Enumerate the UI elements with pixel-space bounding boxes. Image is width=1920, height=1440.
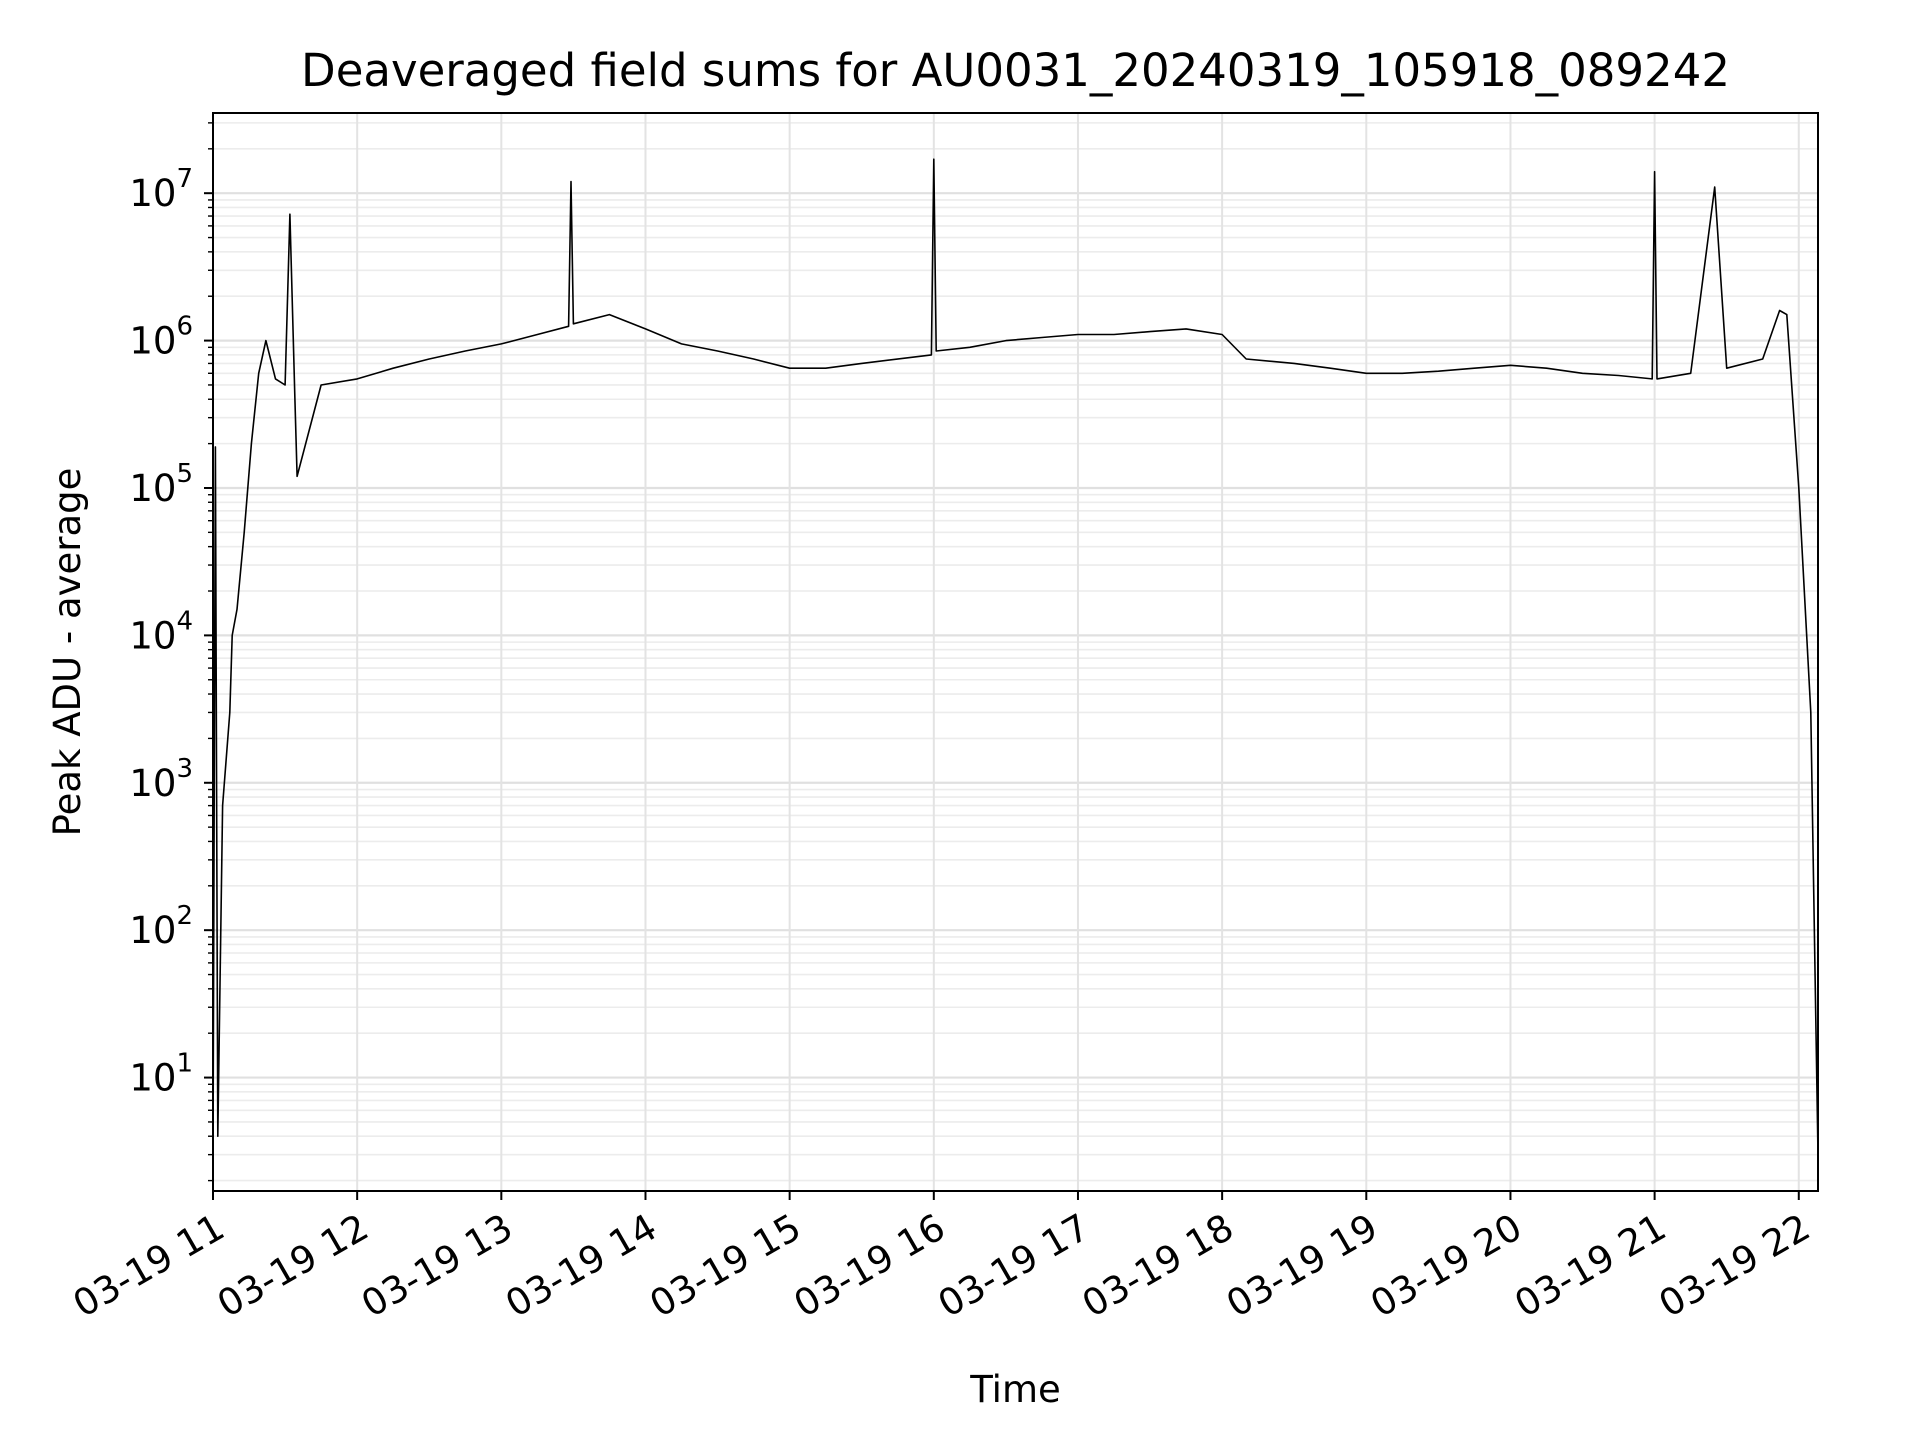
y-tick-label: 101 xyxy=(129,1049,193,1100)
y-tick-label: 105 xyxy=(129,459,193,510)
y-tick-label: 103 xyxy=(129,754,193,805)
plot-frame xyxy=(212,112,1819,1192)
series-layer xyxy=(212,158,1819,1155)
y-tick-label: 102 xyxy=(129,901,193,952)
y-tick-label: 106 xyxy=(129,312,193,363)
y-tick-label: 107 xyxy=(129,164,193,215)
series-line xyxy=(212,158,1819,1155)
y-axis-label: Peak ADU - average xyxy=(46,468,89,837)
grid xyxy=(212,113,1818,1191)
chart-title: Deaveraged field sums for AU0031_2024031… xyxy=(301,44,1730,97)
x-axis-label: Time xyxy=(969,1368,1061,1411)
y-tick-label: 104 xyxy=(129,606,193,657)
